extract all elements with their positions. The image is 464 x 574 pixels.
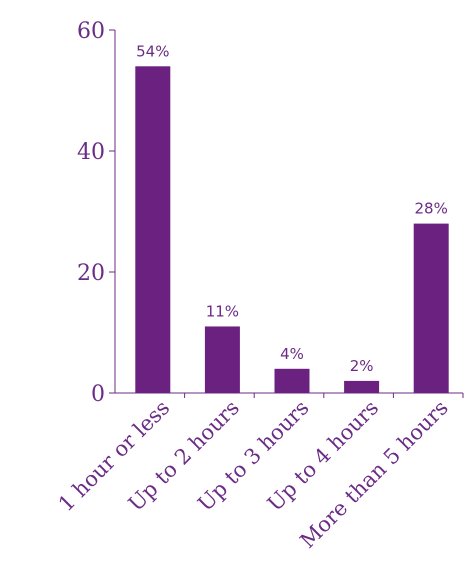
- x-tick-group: [184, 393, 464, 398]
- data-label: 54%: [136, 42, 169, 60]
- y-tick-label: 60: [77, 19, 105, 44]
- data-label: 11%: [206, 302, 239, 320]
- bar-group: [135, 66, 449, 394]
- bar: [344, 380, 380, 393]
- bar: [413, 223, 449, 393]
- y-tick-group: 0 20 40 60: [77, 19, 115, 407]
- bar: [204, 326, 240, 393]
- bar: [135, 66, 171, 394]
- data-label-group: 54% 11% 4% 2% 28%: [136, 42, 448, 375]
- data-label: 4%: [280, 345, 304, 363]
- bar: [274, 368, 310, 393]
- y-tick-label: 20: [77, 261, 105, 286]
- data-label: 2%: [350, 357, 374, 375]
- y-tick-label: 40: [77, 140, 105, 165]
- data-label: 28%: [415, 200, 448, 218]
- y-tick-label: 0: [91, 382, 105, 407]
